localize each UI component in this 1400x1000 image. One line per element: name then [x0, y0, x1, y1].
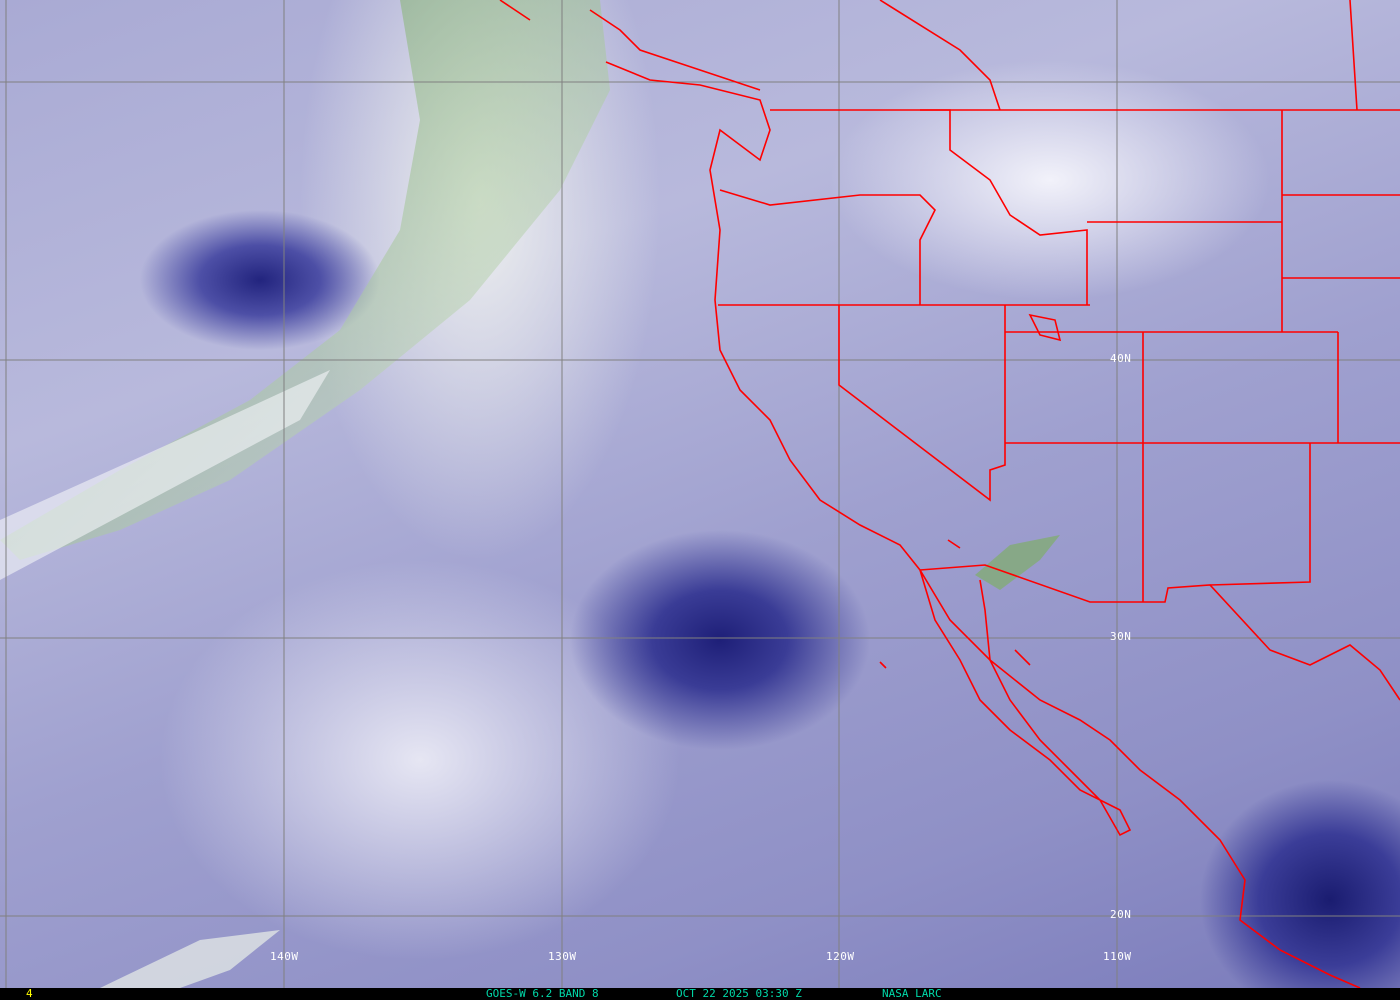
mex-border	[919, 564, 1400, 701]
lon-label-140w: 140W	[270, 950, 299, 963]
lat-label-20n: 20N	[1110, 908, 1132, 921]
islands	[879, 313, 1062, 669]
lon-label-130w: 130W	[548, 950, 577, 963]
coastline	[605, 61, 1361, 988]
interior-states	[1005, 0, 1400, 602]
bc-coast	[499, 0, 1001, 111]
source: NASA LARC	[882, 987, 942, 1000]
frame-number: 4	[26, 987, 33, 1000]
wa-or-border	[719, 189, 936, 305]
footer-bar: 4 GOES-W 6.2 BAND 8 OCT 22 2025 03:30 Z …	[0, 988, 1400, 1000]
ca-nv-border	[838, 305, 1006, 502]
datetime: OCT 22 2025 03:30 Z	[676, 987, 802, 1000]
satellite-band: GOES-W 6.2 BAND 8	[486, 987, 599, 1000]
idaho	[920, 109, 1088, 305]
lat-label-40n: 40N	[1110, 352, 1132, 365]
baja-coast	[919, 569, 1132, 837]
lat-label-30n: 30N	[1110, 630, 1132, 643]
lon-label-110w: 110W	[1103, 950, 1132, 963]
lon-label-120w: 120W	[826, 950, 855, 963]
